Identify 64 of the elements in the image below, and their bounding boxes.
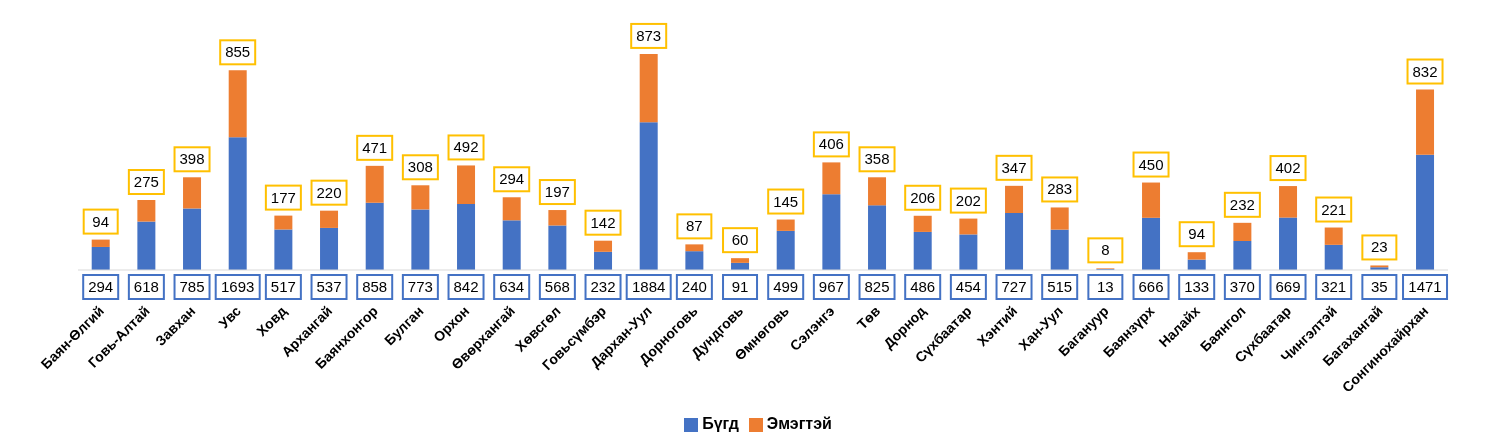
data-label: 60: [731, 231, 749, 249]
data-label: 568: [544, 278, 570, 295]
data-label: 858: [362, 278, 388, 295]
data-label: 406: [818, 135, 844, 153]
data-label: 94: [92, 212, 110, 230]
data-label: 499: [773, 278, 799, 295]
data-label: 515: [1047, 278, 1073, 295]
data-label: 825: [864, 278, 890, 295]
data-label: 87: [686, 217, 703, 235]
data-label: 1693: [221, 278, 255, 295]
data-label: 370: [1229, 278, 1255, 295]
data-label: 232: [590, 278, 616, 295]
data-label: 873: [636, 26, 662, 44]
data-label: 275: [133, 173, 159, 191]
data-label: 8: [1101, 241, 1110, 259]
data-label: 1471: [1408, 278, 1442, 295]
data-label: 308: [407, 158, 433, 176]
data-label: 177: [270, 188, 296, 206]
data-label: 471: [362, 138, 388, 156]
data-label: 634: [499, 278, 525, 295]
data-label: 145: [773, 192, 799, 210]
data-label: 294: [88, 278, 114, 295]
data-label: 727: [1001, 278, 1027, 295]
data-label: 23: [1371, 238, 1388, 256]
data-label: 133: [1184, 278, 1210, 295]
data-label: 492: [453, 138, 479, 156]
data-label: 240: [681, 278, 707, 295]
data-label: 220: [316, 183, 342, 201]
data-label: 402: [1275, 159, 1301, 177]
data-label: 221: [1321, 200, 1347, 218]
data-label: 537: [316, 278, 342, 295]
data-label: 13: [1097, 278, 1114, 295]
data-label: 142: [590, 213, 616, 231]
legend-label: Эмэгтэй: [766, 415, 832, 432]
legend-label: Бүгд: [702, 415, 739, 432]
data-label: 450: [1138, 155, 1164, 173]
data-label: 842: [453, 278, 479, 295]
data-label: 967: [818, 278, 844, 295]
data-label: 666: [1138, 278, 1164, 295]
data-label: 206: [910, 188, 936, 206]
data-label: 454: [955, 278, 981, 295]
data-label: 94: [1188, 225, 1206, 243]
x-tick-label: Увс: [215, 302, 245, 332]
data-label: 785: [179, 278, 205, 295]
data-label: 358: [864, 150, 890, 168]
data-label: 855: [225, 43, 251, 61]
data-label: 202: [955, 191, 981, 209]
data-label: 773: [407, 278, 433, 295]
data-label: 1884: [632, 278, 666, 295]
x-tick-label: Төв: [853, 302, 884, 333]
data-label: 35: [1371, 278, 1388, 295]
data-label: 197: [544, 183, 570, 201]
data-label: 618: [133, 278, 159, 295]
data-label: 232: [1229, 195, 1255, 213]
data-label: 669: [1275, 278, 1301, 295]
data-label: 832: [1412, 62, 1438, 80]
data-label: 486: [910, 278, 936, 295]
data-label: 517: [270, 278, 296, 295]
data-label: 283: [1047, 180, 1073, 198]
data-label: 91: [731, 278, 749, 295]
data-label: 294: [499, 170, 525, 188]
data-label: 321: [1321, 278, 1347, 295]
data-label: 347: [1001, 158, 1027, 176]
data-label: 398: [179, 150, 205, 168]
